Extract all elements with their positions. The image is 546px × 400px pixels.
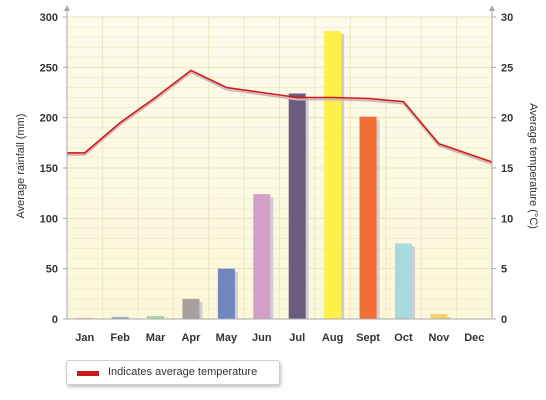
y-tick-label-left: 150 [40, 163, 58, 175]
y-axis-title-right: Average temperature (°C) [527, 103, 539, 229]
bar-feb [111, 316, 129, 319]
y-tick-label-left: 0 [52, 314, 58, 326]
y-tick-label-right: 20 [501, 113, 513, 125]
x-tick-label: Mar [146, 332, 166, 344]
y-tick-label-right: 0 [501, 314, 507, 326]
y-tick-label-left: 300 [40, 12, 58, 24]
x-tick-label: Oct [394, 332, 413, 344]
x-tick-label: Jun [252, 332, 272, 344]
y-tick-label-right: 25 [501, 62, 513, 74]
x-tick-label: Apr [181, 332, 201, 344]
bar-jul [288, 93, 306, 319]
x-tick-label: Jan [75, 332, 94, 344]
bar-mar [147, 315, 165, 319]
x-tick-label: Sept [356, 332, 380, 344]
x-tick-label: May [216, 332, 238, 344]
legend: Indicates average temperature [66, 360, 280, 385]
bar-nov [430, 313, 448, 319]
legend-swatch [77, 371, 99, 376]
bar-may [217, 268, 235, 319]
bar-jun [253, 194, 271, 319]
y-tick-label-left: 50 [46, 264, 58, 276]
bar-sept [359, 116, 377, 319]
y-tick-label-right: 30 [501, 12, 513, 24]
y-tick-label-right: 10 [501, 213, 513, 225]
temperature-line-shadow [67, 71, 493, 165]
temperature-line [67, 69, 493, 163]
y-tick-label-left: 200 [40, 113, 58, 125]
y-tick-label-left: 100 [40, 213, 58, 225]
y-tick-label-right: 5 [501, 264, 507, 276]
x-tick-label: Nov [428, 332, 450, 344]
bar-apr [182, 298, 200, 319]
y-axis-title-left: Average rainfall (mm) [15, 114, 27, 219]
y-tick-label-left: 250 [40, 62, 58, 74]
y-axis-right-arrow [489, 5, 495, 11]
x-tick-label: Feb [110, 332, 130, 344]
bar-oct [394, 243, 412, 319]
y-axis-left-arrow [64, 5, 70, 11]
legend-label: Indicates average temperature [108, 366, 258, 378]
x-tick-label: Dec [464, 332, 484, 344]
x-tick-label: Aug [322, 332, 343, 344]
bar-jan [76, 317, 94, 319]
x-tick-label: Jul [289, 332, 305, 344]
bar-aug [324, 31, 342, 320]
y-tick-label-right: 15 [501, 163, 513, 175]
